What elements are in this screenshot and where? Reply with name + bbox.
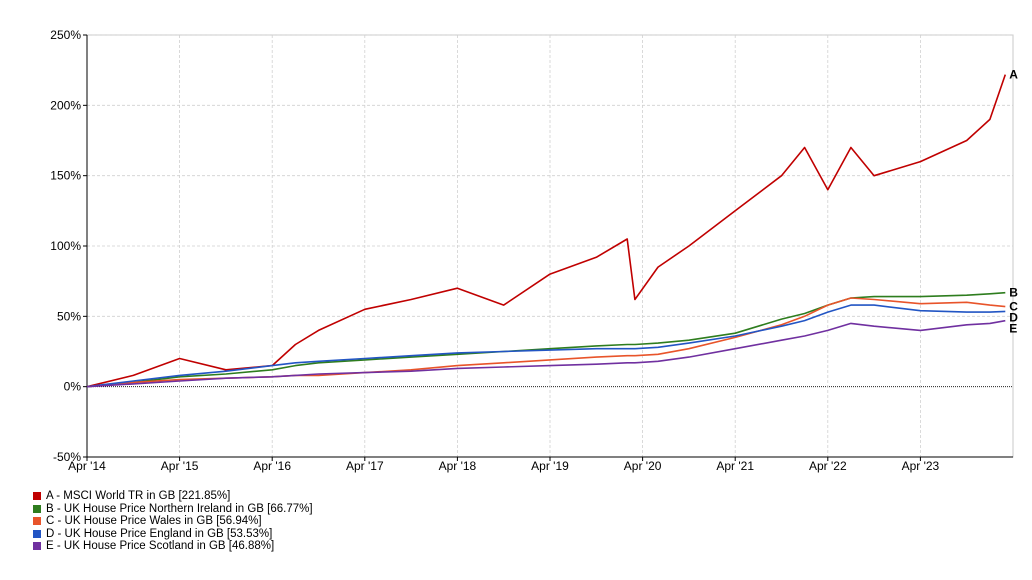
legend-item-b: B - UK House Price Northern Ireland in G…	[33, 503, 313, 516]
end-label-e: E	[1009, 322, 1017, 336]
legend-label-e: E - UK House Price Scotland in GB [46.88…	[46, 540, 275, 553]
x-tick-label: Apr '16	[253, 459, 291, 473]
series-line-e	[86, 319, 1006, 388]
x-tick-label: Apr '15	[161, 459, 199, 473]
x-tick-label: Apr '21	[716, 459, 754, 473]
legend: A - MSCI World TR in GB [221.85%] B - UK…	[33, 490, 313, 553]
y-tick-label: 50%	[57, 309, 81, 323]
end-label-d: D	[1009, 311, 1018, 325]
line-chart: 250% 200% 150% 100% 50% 0% -50%Apr '14 Apr '15 A…	[50, 28, 1018, 473]
x-tick-label: Apr '14	[68, 459, 106, 473]
series-line-a	[86, 74, 1007, 388]
y-tick-label: -50%	[53, 450, 81, 464]
legend-label-d: D - UK House Price England in GB [53.53%…	[46, 527, 273, 540]
y-tick-label: 150%	[50, 169, 81, 183]
grid	[86, 34, 1014, 458]
legend-swatch-b	[33, 504, 41, 513]
y-tick-label: 0%	[64, 380, 82, 394]
end-label-b: B	[1009, 286, 1018, 300]
legend-swatch-e	[33, 542, 41, 551]
legend-item-c: C - UK House Price Wales in GB [56.94%]	[33, 515, 313, 528]
x-tick-label: Apr '23	[902, 459, 940, 473]
legend-item-d: D - UK House Price England in GB [53.53%…	[33, 528, 313, 541]
series-line-d	[86, 304, 1006, 388]
legend-label-c: C - UK House Price Wales in GB [56.94%]	[46, 515, 262, 528]
end-label-c: C	[1009, 300, 1018, 314]
y-tick-label: 200%	[50, 98, 81, 112]
y-tick-label: 100%	[50, 239, 81, 253]
legend-item-a: A - MSCI World TR in GB [221.85%]	[33, 490, 313, 503]
x-tick-label: Apr '18	[439, 459, 477, 473]
legend-item-e: E - UK House Price Scotland in GB [46.88…	[33, 540, 313, 553]
x-tick-label: Apr '19	[531, 459, 569, 473]
x-tick-label: Apr '17	[346, 459, 384, 473]
series-lines	[86, 74, 1007, 388]
series-line-b	[86, 291, 1006, 388]
legend-label-a: A - MSCI World TR in GB [221.85%]	[46, 490, 231, 503]
x-tick-label: Apr '20	[624, 459, 662, 473]
legend-swatch-c	[33, 517, 41, 526]
y-tick-label: 250%	[50, 28, 81, 42]
end-label-a: A	[1009, 68, 1018, 82]
legend-label-b: B - UK House Price Northern Ireland in G…	[46, 502, 313, 515]
x-tick-label: Apr '22	[809, 459, 847, 473]
legend-swatch-a	[33, 492, 41, 501]
legend-swatch-d	[33, 529, 41, 538]
axes: 250% 200% 150% 100% 50% 0% -50%Apr '14 Apr '15 A…	[50, 28, 1013, 473]
